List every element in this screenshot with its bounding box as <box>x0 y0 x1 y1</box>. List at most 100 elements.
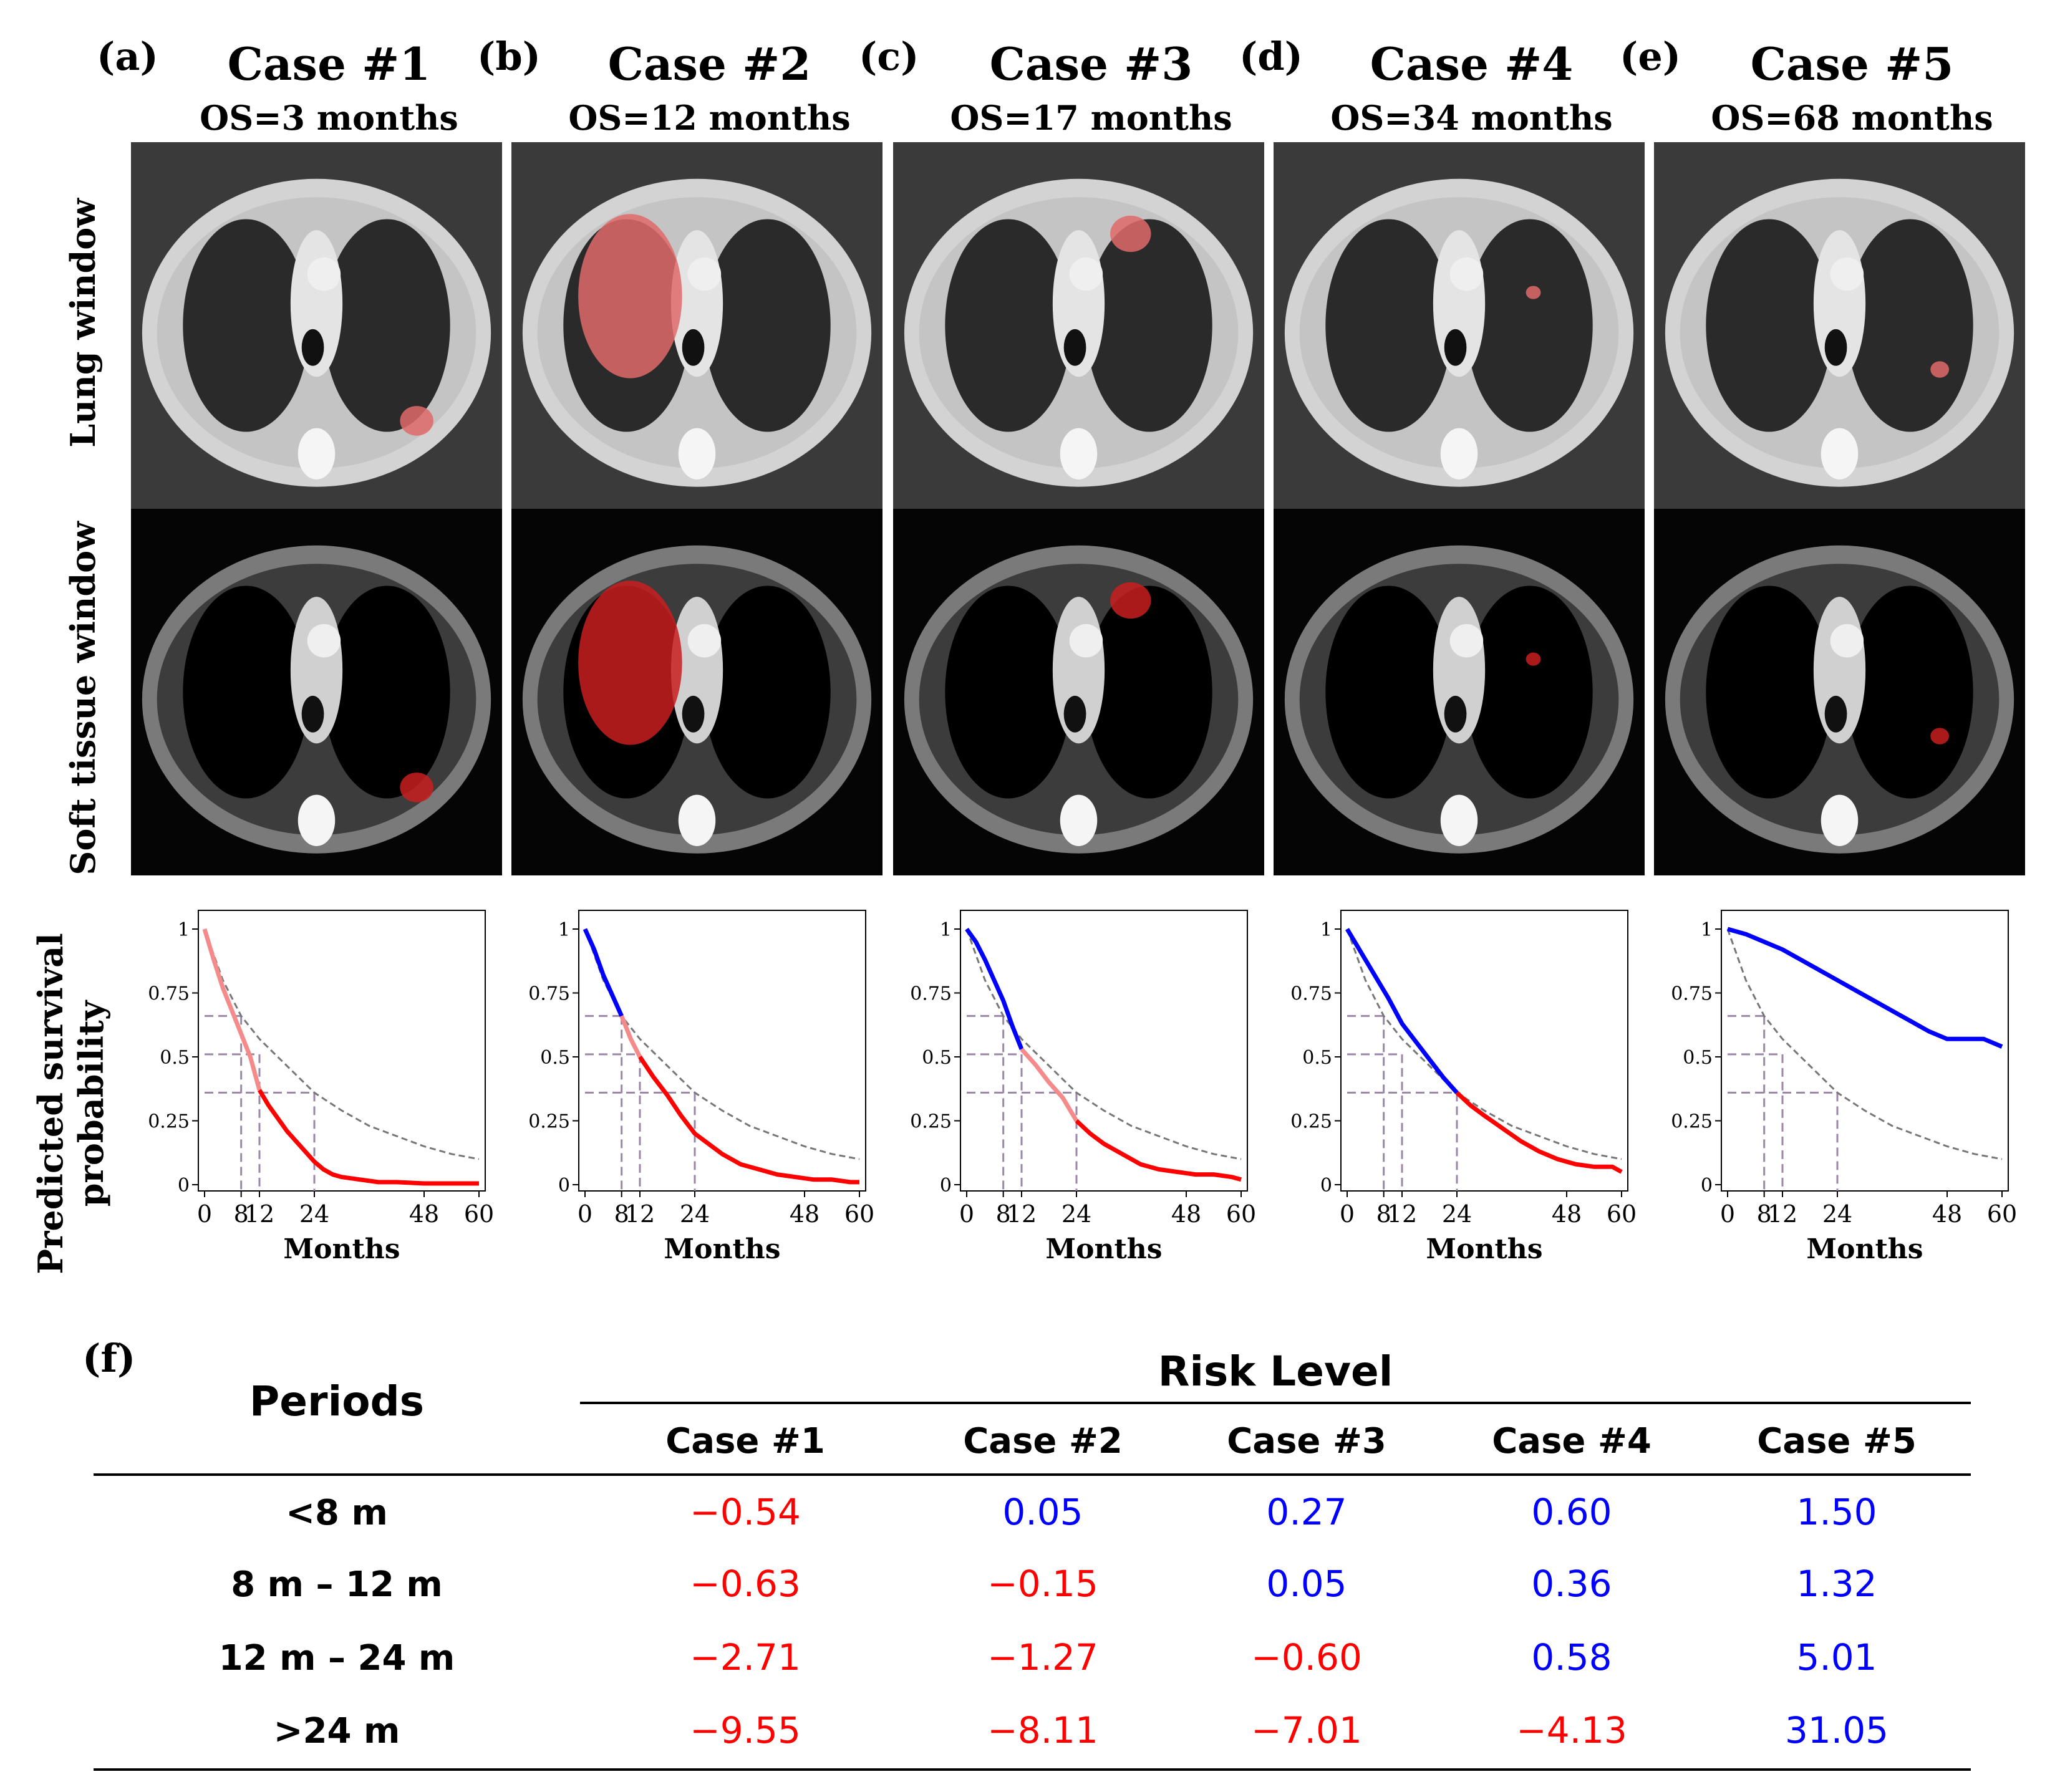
x-tick-label: 48 <box>409 1200 439 1228</box>
x-tick-label: 48 <box>790 1200 820 1228</box>
x-tick-label: 8 <box>996 1200 1011 1228</box>
trachea <box>1063 695 1086 733</box>
y-tick-label: 0.25 <box>1290 1111 1332 1133</box>
right-lung <box>1325 219 1452 432</box>
left-lung <box>1086 585 1212 799</box>
x-tick-label: 24 <box>1822 1200 1852 1228</box>
x-tick-label: 0 <box>1340 1200 1355 1228</box>
tumor-segmentation <box>1526 286 1541 299</box>
x-tick-label: 8 <box>1376 1200 1391 1228</box>
soft-tissue-window-scan <box>131 509 502 875</box>
right-lung <box>945 585 1071 799</box>
case-title: Case #4 <box>1370 37 1574 90</box>
panel-label: (f) <box>82 1336 135 1381</box>
y-tick-label: 0.5 <box>540 1047 570 1069</box>
risk-table: (f) Risk Level Periods Case #1 Case #2 Case #… <box>82 1336 1971 1771</box>
x-tick-label: 60 <box>464 1200 494 1228</box>
aorta <box>687 624 722 658</box>
x-axis-label: Months <box>1806 1233 1923 1265</box>
plot-frame <box>198 910 486 1192</box>
aorta <box>1069 624 1103 658</box>
tumor-segmentation <box>1930 361 1950 378</box>
panel-label: (b) <box>477 34 541 79</box>
x-axis-label: Months <box>1426 1233 1542 1265</box>
soft-tissue-window-scan <box>1654 509 2025 875</box>
panel-label: (a) <box>97 34 158 79</box>
y-tick-label: 0 <box>1701 1175 1713 1197</box>
column-header: Case #2 <box>963 1421 1123 1462</box>
y-tick-label: 1 <box>178 919 190 941</box>
aorta <box>687 257 722 291</box>
x-tick-label: 0 <box>197 1200 212 1228</box>
left-lung <box>704 219 831 432</box>
soft-tissue-window-scan <box>1274 509 1645 875</box>
reference-curve <box>584 928 860 1160</box>
risk-value: −0.60 <box>1251 1636 1362 1679</box>
x-tick-label: 8 <box>234 1200 249 1228</box>
prediction-curve-segment <box>583 928 624 1017</box>
vertebra <box>1060 428 1098 479</box>
soft-tissue-window-scan <box>893 509 1264 875</box>
aorta <box>307 257 341 291</box>
row-header: Periods <box>249 1377 424 1425</box>
vertebra <box>678 428 716 479</box>
vertebra <box>1440 428 1478 479</box>
plot-frame <box>1340 910 1628 1192</box>
trachea <box>1444 695 1467 733</box>
aorta <box>1069 257 1103 291</box>
risk-value: −9.55 <box>690 1709 801 1751</box>
risk-value: −4.13 <box>1516 1709 1627 1751</box>
os-label: OS=17 months <box>950 98 1232 138</box>
vertebra <box>1440 794 1478 846</box>
case-title: Case #3 <box>990 37 1193 90</box>
column-header: Case #3 <box>1227 1421 1386 1462</box>
trachea <box>301 695 324 733</box>
prediction-curve-segment <box>638 1056 859 1185</box>
y-tick-label: 1 <box>558 919 570 941</box>
y-tick-label: 0.75 <box>1290 983 1332 1005</box>
period-label: 8 m – 12 m <box>231 1564 443 1605</box>
y-tick-label: 1 <box>1320 919 1332 941</box>
case-title: Case #5 <box>1751 37 1954 90</box>
os-label: OS=12 months <box>568 98 850 138</box>
vertebra <box>1821 428 1859 479</box>
risk-value: −0.54 <box>690 1491 801 1533</box>
risk-value: 0.27 <box>1266 1491 1347 1533</box>
x-tick-label: 60 <box>1607 1200 1637 1228</box>
column-header: Case #4 <box>1492 1421 1652 1462</box>
reference-curve <box>1726 928 2003 1160</box>
y-tick-label: 0.5 <box>1302 1047 1332 1069</box>
tumor-segmentation <box>1110 215 1151 253</box>
x-tick-label: 24 <box>299 1200 329 1228</box>
tumor-segmentation <box>1526 652 1541 666</box>
tumor-segmentation <box>578 580 682 745</box>
y-tick-label: 0 <box>178 1175 190 1197</box>
panel-label: (c) <box>859 34 919 79</box>
left-lung <box>324 585 450 799</box>
right-lung <box>945 219 1071 432</box>
risk-value: −2.71 <box>690 1636 801 1679</box>
prediction-curve-segment <box>965 927 1024 1050</box>
risk-value: 5.01 <box>1796 1636 1877 1679</box>
trachea <box>1444 329 1467 366</box>
lung-window-scan <box>131 142 502 509</box>
reference-curve <box>1346 928 1622 1160</box>
soft-tissue-window-label: Soft tissue window <box>63 521 103 875</box>
panel-label: (d) <box>1239 34 1303 79</box>
right-lung <box>1706 585 1832 799</box>
x-tick-label: 12 <box>625 1200 655 1228</box>
y-tick-label: 0.75 <box>528 983 570 1005</box>
left-lung <box>704 585 831 799</box>
x-tick-label: 0 <box>1720 1200 1735 1228</box>
x-tick-label: 0 <box>578 1200 592 1228</box>
risk-value: −8.11 <box>987 1709 1098 1751</box>
prediction-curve-segment <box>1455 1091 1623 1174</box>
period-label: >24 m <box>274 1711 400 1751</box>
aorta <box>1449 257 1484 291</box>
vertebra <box>297 794 336 846</box>
left-lung <box>1466 219 1593 432</box>
plot-frame <box>960 910 1248 1192</box>
os-label: OS=3 months <box>200 98 458 138</box>
y-tick-label: 0.25 <box>148 1111 190 1133</box>
